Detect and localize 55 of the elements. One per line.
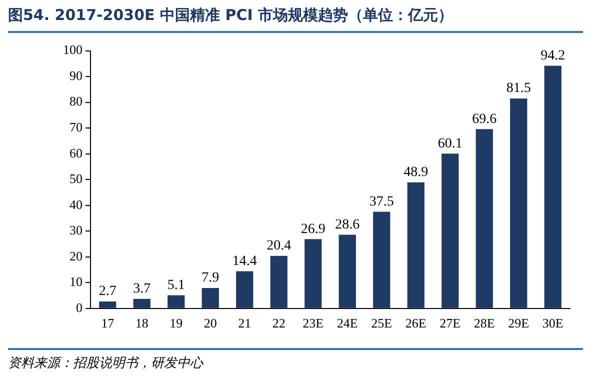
text: 资料来源：招股说明书，研发中心 [8, 348, 583, 372]
data-label: 26.9 [300, 222, 326, 237]
x-tick-label: 27E [440, 316, 461, 331]
x-tick-label: 26E [405, 316, 426, 331]
x-tick-label: 24E [336, 316, 358, 331]
x-tick-label: 18 [135, 316, 148, 331]
x-tick-label: 28E [474, 316, 495, 331]
bar [476, 129, 493, 308]
x-tick-label: 19 [170, 316, 183, 331]
x-tick-label: 22 [272, 316, 286, 331]
bar [373, 212, 390, 308]
y-tick-label: 50 [70, 171, 82, 186]
bar [270, 256, 288, 308]
bar [544, 66, 562, 308]
bar [202, 288, 219, 308]
data-label: 37.5 [369, 194, 394, 210]
y-tick-label: 10 [70, 274, 82, 290]
bar [442, 154, 459, 308]
x-tick-label: 30E [542, 316, 564, 331]
y-tick-label: 20 [70, 248, 82, 264]
data-label: 14.4 [232, 254, 257, 269]
y-tick-label: 60 [70, 145, 82, 160]
bar [407, 182, 424, 308]
data-label: 7.9 [202, 270, 220, 286]
data-label: 69.6 [472, 112, 497, 127]
x-tick-label: 25E [371, 316, 392, 331]
bar [99, 301, 116, 308]
bar [304, 239, 322, 308]
x-tick-label: 20 [204, 316, 217, 331]
data-label: 81.5 [506, 81, 531, 96]
x-tick-label: 21 [238, 316, 252, 331]
y-tick-label: 80 [70, 94, 82, 109]
y-tick-label: 0 [76, 300, 82, 315]
y-tick-label: 100 [63, 42, 82, 58]
y-tick-label: 40 [70, 196, 82, 212]
data-label: 3.7 [133, 282, 151, 297]
bar [510, 98, 528, 308]
bar [133, 298, 150, 308]
x-tick-label: 29E [508, 316, 530, 331]
data-label: 5.1 [167, 278, 185, 293]
data-label: 60.1 [438, 136, 462, 152]
bar [338, 234, 356, 308]
chart-title: 图54. 2017-2030E 中国精准 PCI 市场规模趋势（单位：亿元） [8, 6, 583, 33]
y-tick-label: 90 [70, 68, 82, 83]
x-tick-label: 23E [302, 316, 324, 331]
data-label: 94.2 [540, 48, 566, 64]
y-tick-label: 30 [70, 222, 82, 238]
data-label: 48.9 [404, 165, 428, 180]
data-label: 28.6 [335, 217, 360, 232]
data-label: 2.7 [98, 284, 116, 300]
data-label: 20.4 [266, 238, 292, 254]
bar [236, 271, 254, 308]
bar [168, 295, 185, 308]
x-tick-label: 17 [101, 316, 115, 331]
y-tick-label: 70 [70, 120, 82, 134]
